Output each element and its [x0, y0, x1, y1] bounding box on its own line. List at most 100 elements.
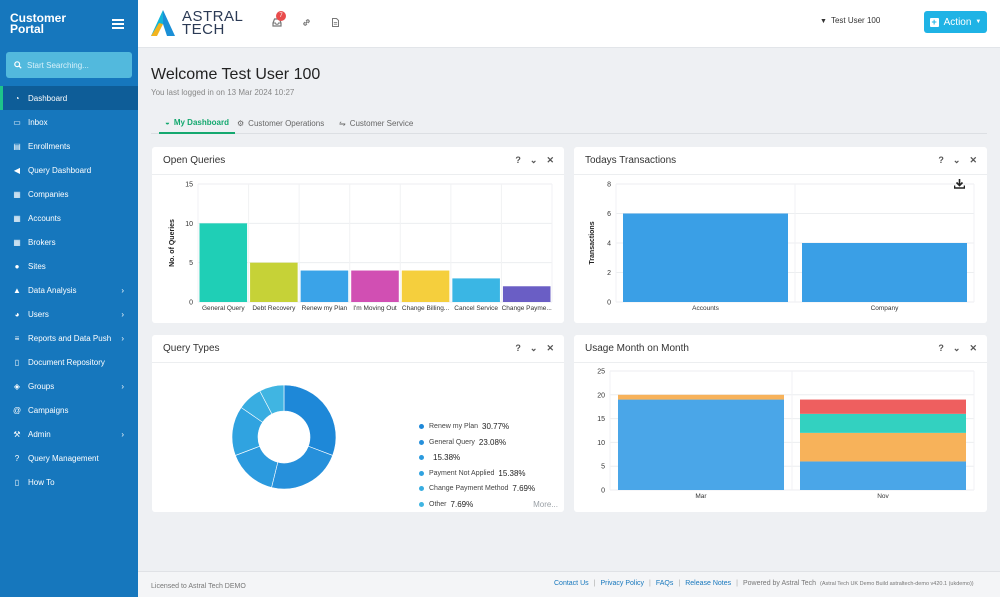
y-axis-label: No. of Queries [169, 219, 176, 267]
tab-label: Customer Service [349, 118, 414, 128]
help-icon[interactable]: ? [515, 343, 521, 353]
search-input[interactable] [27, 60, 127, 70]
y-tick-label: 6 [607, 211, 611, 218]
tab-my-dashboard[interactable]: ◒ My Dashboard [159, 112, 235, 134]
collapse-icon[interactable]: ⌄ [952, 343, 961, 353]
legend-item[interactable]: Payment Not Applied 15.38% [419, 466, 535, 482]
wrench-icon: ⚒ [13, 429, 21, 439]
download-icon[interactable] [954, 179, 965, 189]
more-link[interactable]: More... [533, 500, 558, 509]
separator: | [649, 580, 651, 587]
sidebar-item-users[interactable]: ◕ Users › [0, 302, 138, 326]
tab-customer-service[interactable]: ⇋ Customer Service [339, 112, 413, 134]
hamburger-menu-icon[interactable] [112, 19, 124, 29]
sidebar-item-data-analysis[interactable]: ▲ Data Analysis › [0, 278, 138, 302]
card-header: Query Types ? ⌄ ✕ [152, 335, 564, 363]
close-icon[interactable]: ✕ [969, 155, 977, 165]
release-notes-link[interactable]: Release Notes [685, 580, 732, 587]
sidebar-item-sites[interactable]: ● Sites [0, 254, 138, 278]
legend-item[interactable]: General Query 23.08% [419, 435, 535, 451]
card-title: Query Types [163, 343, 220, 354]
sidebar-item-label: Query Dashboard [28, 165, 92, 175]
collapse-icon[interactable]: ⌄ [952, 155, 961, 165]
close-icon[interactable]: ✕ [969, 343, 977, 353]
sidebar-item-admin[interactable]: ⚒ Admin › [0, 422, 138, 446]
bar-segment [618, 394, 784, 400]
sidebar-item-query-management[interactable]: ? Query Management [0, 446, 138, 470]
action-label: Action [943, 16, 972, 28]
inbox-icon: ▭ [13, 117, 21, 127]
sidebar-item-reports-and-data-push[interactable]: ≡ Reports and Data Push › [0, 326, 138, 350]
usage-chart: 0 5 10 15 20 25 Mar Nov [597, 369, 975, 500]
close-icon[interactable]: ✕ [546, 343, 554, 353]
legend-value: 15.38% [433, 453, 461, 463]
transactions-chart: 0 2 4 6 8 Transactions Accounts Company [589, 182, 975, 312]
sidebar-item-brokers[interactable]: ▦ Brokers [0, 230, 138, 254]
tab-label: Customer Operations [248, 118, 325, 128]
x-tick-label: Change Billing... [402, 305, 450, 312]
layers-icon: ◈ [13, 381, 21, 391]
sidebar-item-groups[interactable]: ◈ Groups › [0, 374, 138, 398]
sidebar-item-companies[interactable]: ▦ Companies [0, 182, 138, 206]
card-header: Open Queries ? ⌄ ✕ [152, 147, 564, 175]
close-icon[interactable]: ✕ [546, 155, 554, 165]
legend-item[interactable]: Change Payment Method 7.69% [419, 481, 535, 497]
action-button[interactable]: + Action ▼ [924, 11, 987, 33]
list-icon: ≡ [14, 333, 20, 343]
user-menu[interactable]: ▼ Test User 100 [820, 16, 880, 25]
separator: | [736, 580, 738, 587]
link-icon[interactable] [302, 18, 311, 30]
topbar: ASTRAL TECH 7 ▼ Test User 100 + Action ▼ [138, 0, 1000, 48]
y-tick-label: 25 [597, 369, 605, 376]
sidebar-item-label: Campaigns [28, 405, 69, 415]
y-axis-label: Transactions [589, 221, 596, 264]
cogs-icon: ⚙ [237, 118, 245, 128]
tachometer-icon: ◔ [14, 93, 20, 103]
privacy-policy-link[interactable]: Privacy Policy [600, 580, 645, 587]
x-tick-label: Change Payme... [502, 305, 552, 312]
tab-customer-operations[interactable]: ⚙ Customer Operations [237, 112, 324, 134]
legend-swatch [419, 501, 424, 507]
legend-label: Renew my Plan [429, 423, 479, 431]
caret-down-icon: ▼ [975, 19, 982, 25]
legend-item[interactable]: Other 7.69% [419, 497, 535, 513]
legend-item[interactable]: 15.38% [419, 450, 535, 466]
building-icon: ▦ [13, 189, 21, 199]
sidebar-item-campaigns[interactable]: @ Campaigns [0, 398, 138, 422]
collapse-icon[interactable]: ⌄ [529, 155, 538, 165]
sidebar-item-document-repository[interactable]: ▯ Document Repository [0, 350, 138, 374]
sidebar-item-how-to[interactable]: ▯ How To [0, 470, 138, 494]
page-title: Welcome Test User 100 [151, 66, 321, 83]
legend-item[interactable]: Renew my Plan 30.77% [419, 419, 535, 435]
sidebar-item-accounts[interactable]: ▦ Accounts [0, 206, 138, 230]
astral-tech-logo[interactable]: ASTRAL TECH [150, 9, 243, 37]
chart-icon: ▲ [13, 285, 21, 295]
faqs-link[interactable]: FAQs [655, 580, 674, 587]
card-tools: ? ⌄ ✕ [515, 155, 554, 166]
help-icon[interactable]: ? [515, 155, 521, 165]
building-icon: ▦ [13, 237, 21, 247]
contact-us-link[interactable]: Contact Us [554, 580, 589, 587]
x-tick-label: Company [871, 305, 900, 312]
card-body: 0 2 4 6 8 Transactions Accounts Company [574, 176, 987, 323]
query-types-card: Query Types ? ⌄ ✕ Renew my Plan 30.77% Gen… [152, 335, 564, 512]
legend-swatch [419, 424, 424, 430]
inbox-icon[interactable]: 7 [272, 11, 286, 30]
sidebar-item-enrollments[interactable]: ▤ Enrollments [0, 134, 138, 158]
sidebar-item-dashboard[interactable]: ◔ Dashboard [0, 86, 138, 110]
card-title: Usage Month on Month [585, 343, 689, 354]
help-icon[interactable]: ? [938, 343, 944, 353]
pie-slice [283, 384, 337, 456]
x-tick-label: I'm Moving Out [353, 305, 397, 312]
id-card-icon: ▤ [13, 141, 21, 151]
bar [802, 243, 967, 302]
legend-label: Payment Not Applied [429, 469, 495, 477]
help-icon[interactable]: ? [938, 155, 944, 165]
sidebar-search[interactable] [6, 52, 132, 78]
sidebar-item-query-dashboard[interactable]: ◀ Query Dashboard [0, 158, 138, 182]
collapse-icon[interactable]: ⌄ [529, 343, 538, 353]
sidebar-item-label: How To [28, 477, 55, 487]
document-icon[interactable] [332, 18, 339, 30]
sidebar-item-label: Data Analysis [28, 285, 77, 295]
sidebar-item-inbox[interactable]: ▭ Inbox [0, 110, 138, 134]
